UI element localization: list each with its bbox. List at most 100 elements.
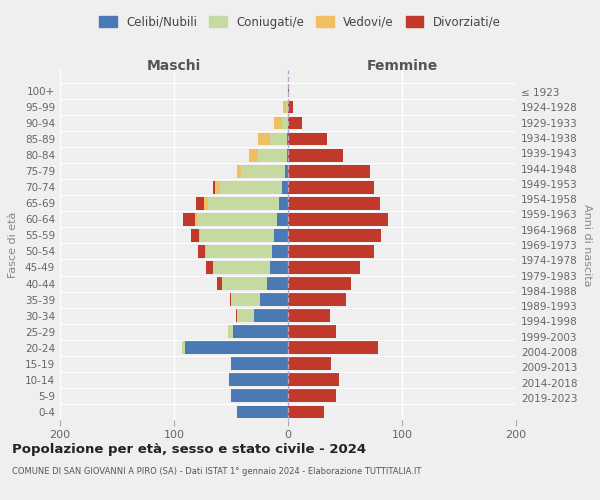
Bar [217,277,288,290]
Bar [288,148,343,162]
Bar [288,358,331,370]
Y-axis label: Anni di nascita: Anni di nascita [581,204,592,286]
Bar [206,261,288,274]
Bar [277,213,288,226]
Bar [288,277,350,290]
Bar [230,293,288,306]
Bar [198,245,288,258]
Bar [288,342,378,354]
Bar [288,326,336,338]
Bar [288,213,298,226]
Bar [288,358,331,370]
Bar [288,374,340,386]
Bar [288,326,336,338]
Bar [229,374,288,386]
Bar [231,358,288,370]
Bar [236,406,288,418]
Bar [288,390,336,402]
Bar [288,245,298,258]
Bar [288,84,289,98]
Bar [274,116,288,130]
Bar [288,406,325,418]
Bar [222,277,288,290]
Bar [287,148,288,162]
Bar [205,245,288,258]
Bar [288,406,325,418]
Bar [288,164,338,177]
Bar [288,342,373,354]
Y-axis label: Fasce di età: Fasce di età [8,212,18,278]
Bar [236,406,288,418]
Legend: Celibi/Nubili, Coniugati/e, Vedovi/e, Divorziati/e: Celibi/Nubili, Coniugati/e, Vedovi/e, Di… [95,11,505,34]
Bar [229,374,288,386]
Bar [288,358,331,370]
Bar [231,358,288,370]
Bar [213,261,288,274]
Bar [283,100,288,114]
Bar [254,309,288,322]
Bar [259,148,288,162]
Bar [288,213,378,226]
Bar [182,342,288,354]
Bar [222,277,288,290]
Bar [233,326,288,338]
Bar [288,245,364,258]
Bar [288,277,347,290]
Bar [203,197,288,209]
Bar [213,261,288,274]
Bar [259,132,288,145]
Bar [288,406,325,418]
Bar [288,390,336,402]
Bar [272,245,288,258]
Bar [288,229,382,242]
Bar [288,197,296,209]
Bar [288,374,340,386]
Bar [213,181,288,194]
Bar [231,293,288,306]
Bar [182,342,288,354]
Bar [288,245,373,258]
Bar [288,132,327,145]
Bar [194,213,288,226]
Bar [191,229,288,242]
Bar [229,374,288,386]
Bar [268,277,288,290]
Bar [288,229,373,242]
Bar [288,309,308,322]
Bar [200,229,288,242]
Bar [288,261,354,274]
Bar [284,164,288,177]
Bar [231,390,288,402]
Bar [288,309,329,322]
Bar [206,245,288,258]
Bar [288,148,343,162]
Bar [288,342,378,354]
Text: Femmine: Femmine [367,59,437,73]
Bar [197,213,288,226]
Bar [283,116,288,130]
Bar [288,245,367,258]
Bar [288,390,336,402]
Bar [288,261,354,274]
Bar [231,390,288,402]
Bar [288,229,369,242]
Bar [236,406,288,418]
Bar [288,84,289,98]
Bar [236,309,288,322]
Bar [288,293,308,306]
Bar [288,197,364,209]
Bar [279,197,288,209]
Bar [236,309,288,322]
Bar [288,181,371,194]
Bar [283,100,288,114]
Bar [288,100,293,114]
Bar [249,148,288,162]
Bar [231,390,288,402]
Bar [288,148,289,162]
Bar [183,213,288,226]
Bar [288,164,370,177]
Bar [288,116,302,130]
Bar [220,181,288,194]
Bar [288,213,373,226]
Bar [236,164,288,177]
